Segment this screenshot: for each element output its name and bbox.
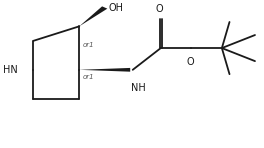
Text: HN: HN [3,65,18,75]
Polygon shape [79,6,107,26]
Text: or1: or1 [83,74,95,80]
Text: NH: NH [131,83,146,93]
Text: OH: OH [109,3,124,13]
Polygon shape [79,68,130,72]
Text: O: O [186,57,194,67]
Text: O: O [156,4,163,14]
Text: or1: or1 [83,42,95,48]
